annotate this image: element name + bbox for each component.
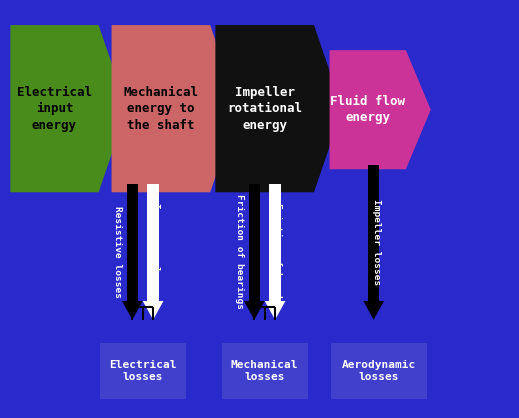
Polygon shape: [10, 25, 127, 192]
Bar: [127, 184, 138, 301]
FancyBboxPatch shape: [100, 343, 186, 399]
Text: Mechanical
losses: Mechanical losses: [231, 360, 298, 382]
Polygon shape: [122, 301, 143, 320]
Bar: [368, 165, 379, 301]
Polygon shape: [363, 301, 384, 320]
Text: Mechanical
energy to
the shaft: Mechanical energy to the shaft: [124, 86, 198, 132]
Polygon shape: [215, 25, 343, 192]
Text: Irone core losses: Irone core losses: [151, 203, 160, 301]
Bar: [249, 184, 260, 301]
Text: Resistive losses: Resistive losses: [113, 206, 122, 298]
FancyBboxPatch shape: [331, 343, 427, 399]
Text: Fluid flow
energy: Fluid flow energy: [330, 95, 405, 125]
Text: Electrical
losses: Electrical losses: [109, 360, 176, 382]
Polygon shape: [244, 301, 265, 320]
Bar: [147, 184, 159, 301]
Text: Impeller
rotational
energy: Impeller rotational energy: [227, 86, 302, 132]
Polygon shape: [265, 301, 285, 320]
Text: Friction of brush: Friction of brush: [273, 203, 282, 301]
FancyBboxPatch shape: [222, 343, 307, 399]
Polygon shape: [112, 25, 239, 192]
Text: Aerodynamic
losses: Aerodynamic losses: [342, 360, 416, 382]
Bar: [269, 184, 281, 301]
Polygon shape: [330, 50, 431, 169]
Text: Electrical
input
energy: Electrical input energy: [17, 86, 92, 132]
Text: Friction of bearings: Friction of bearings: [235, 194, 244, 309]
Text: Impeller losses: Impeller losses: [372, 199, 381, 285]
Polygon shape: [143, 301, 163, 320]
